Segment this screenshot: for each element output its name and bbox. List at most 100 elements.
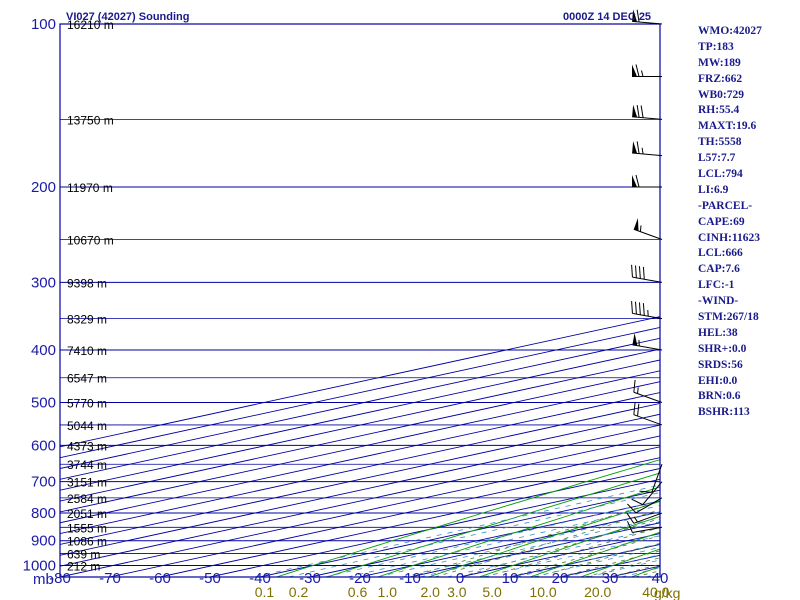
barb-staff [635,497,663,514]
barb-staff [633,512,663,524]
barb-full [639,490,652,493]
index-item: RH:55.4 [698,104,740,117]
barb-full [633,379,636,393]
barb-half [641,147,644,155]
barb-half [637,387,639,394]
mixing-ratio-unit: g/kg [654,585,680,600]
barb-flag [632,64,637,77]
barb-full [635,301,637,315]
pressure-label: 700 [31,474,56,491]
wind-barb [639,464,663,493]
mixing-ratio-label: 5.0 [482,584,502,600]
wind-barb [631,481,663,506]
index-item: L57:7.7 [698,152,736,165]
wind-barb [631,301,663,320]
barb-staff [642,481,663,505]
index-item: WB0:729 [698,88,744,101]
temperature-tick-label: 30 [602,570,619,587]
pressure-label: 1000 [23,558,56,575]
index-item: HEL:38 [698,326,738,339]
height-label: 1086 m [67,535,107,549]
index-item: LI:6.9 [698,183,729,196]
index-item: TP:183 [698,40,734,53]
index-item: LFC:-1 [698,279,735,292]
barb-full [642,303,645,316]
barb-full [635,174,640,188]
temperature-tick-label: -50 [199,570,221,587]
height-label: 639 m [67,547,100,561]
pressure-label: 100 [31,16,56,33]
index-item: STM:267/18 [698,311,759,324]
pressure-label: 900 [31,533,56,550]
barb-half [633,516,638,523]
dry-adiabat [276,459,660,577]
height-label: 8329 m [67,313,107,327]
mixing-ratio-label: 20.0 [584,584,611,600]
background-grid [60,24,660,577]
isotherm [60,381,660,513]
height-label: 2584 m [67,492,107,506]
wind-barb [632,141,663,157]
height-label: 7410 m [67,344,107,358]
wind-barb [631,264,663,283]
index-item: WMO:42027 [698,25,762,37]
index-item: -PARCEL- [698,199,753,212]
barb-staff [632,276,663,283]
index-item: SRDS:56 [698,358,743,371]
mixing-ratio-label: 0.6 [348,584,368,600]
barb-staff [632,20,663,25]
barb-full [637,403,640,417]
index-item: BRN:0.6 [698,390,741,403]
temperature-tick-label: -10 [399,570,421,587]
moist-adiabat [434,509,660,577]
isotherm [60,435,660,567]
moist-adiabat [509,535,660,577]
barb-full [636,105,640,118]
mixing-ratio-label: 1.0 [378,584,398,600]
isotherm [60,337,660,469]
height-label: 5770 m [67,397,107,411]
mixing-ratio-label: 3.0 [447,584,467,600]
isotherm [60,402,660,535]
index-item: FRZ:662 [698,72,743,85]
isotherm [60,316,660,448]
barb-half [639,225,642,232]
index-item: MW:189 [698,56,741,69]
barb-full [638,266,641,279]
temperature-tick-label: 40 [652,570,669,587]
dry-adiabat [428,500,660,577]
index-item: TH:5558 [698,136,742,149]
mixing-ratio-label: 2.0 [420,584,440,600]
dry-adiabat [326,472,660,577]
barb-full [636,9,640,23]
barb-flag [632,333,638,346]
wind-barb [632,64,662,77]
temperature-tick-label: 10 [502,570,519,587]
dry-adiabat [377,486,660,577]
barb-flag [633,217,639,231]
isotherm [60,326,660,459]
isotherm [60,392,660,524]
barb-full [626,521,633,533]
wind-barb [627,497,663,514]
mixing-ratio-label: 0.2 [289,584,309,600]
index-item: MAXT:19.6 [698,120,757,133]
barb-full [631,264,633,278]
isotherm [60,370,660,502]
barb-flag [632,175,637,188]
index-item: SHR+:0.0 [698,342,747,355]
height-label: 4373 m [67,439,107,453]
mixing-ratio-label: 10.0 [529,584,556,600]
temperature-tick-label: -20 [349,570,371,587]
index-item: EHI:0.0 [698,374,738,387]
height-label: 9398 m [67,276,107,290]
temperature-tick-label: -60 [149,570,171,587]
wind-barb [626,512,663,524]
barb-full [626,512,635,524]
wind-barb [632,9,663,25]
pressure-label: 400 [31,342,56,359]
barb-staff [633,228,663,240]
height-label: 1555 m [67,521,107,535]
barb-staff [632,344,663,351]
